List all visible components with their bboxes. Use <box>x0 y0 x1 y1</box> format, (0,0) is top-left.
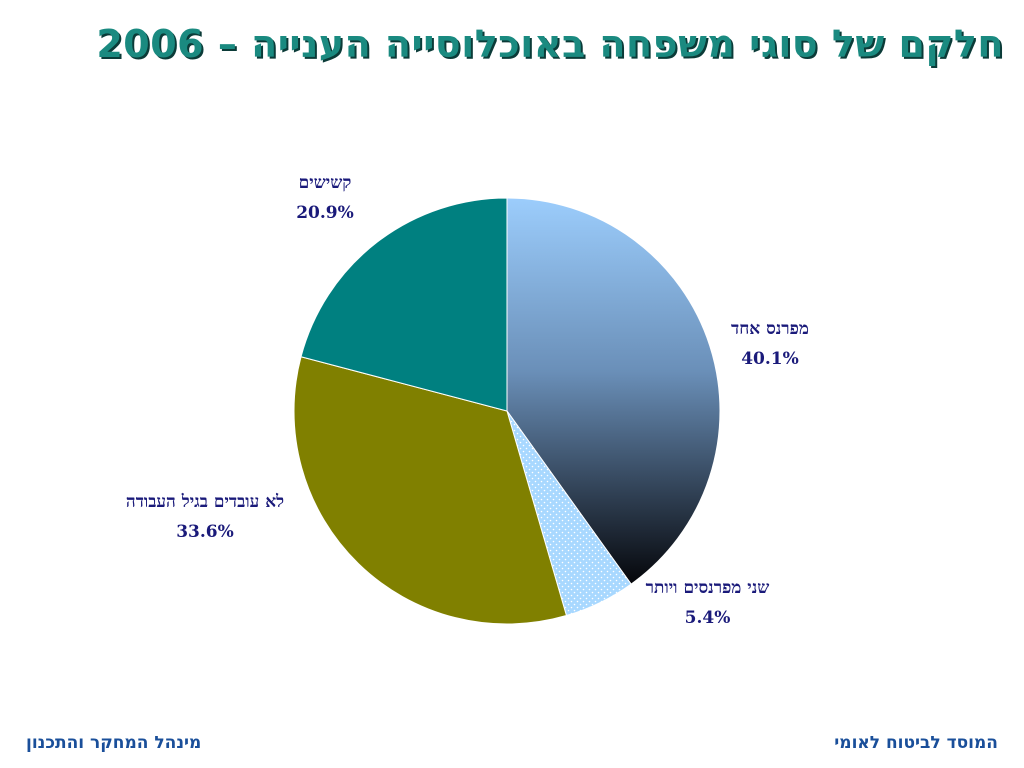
slice-label-not-working: לא עובדים בגיל העבודה 33.6% <box>120 489 290 545</box>
slice-label-two-earners: שני מפרנסים ויותר 5.4% <box>625 575 790 631</box>
slice-name: לא עובדים בגיל העבודה <box>125 492 285 512</box>
slice-name: מפרנס אחד <box>731 319 809 339</box>
footer-department: מינהל המחקר והתכנון <box>26 733 202 753</box>
slice-name: שני מפרנסים ויותר <box>645 578 770 598</box>
slice-label-single-earner: מפרנס אחד 40.1% <box>700 316 840 372</box>
pie-slice-not-working <box>293 356 568 625</box>
footer-institute: המוסד לביטוח לאומי <box>834 733 998 753</box>
slice-name: קשישים <box>298 173 352 193</box>
slice-percent: 40.1% <box>741 349 799 369</box>
pie-slice-single-earner <box>506 197 721 585</box>
page-title: חלקם של סוגי משפחה באוכלוסייה הענייה – 2… <box>96 22 1004 66</box>
slice-percent: 20.9% <box>296 203 354 223</box>
slice-percent: 5.4% <box>684 608 731 628</box>
slice-percent: 33.6% <box>176 522 234 542</box>
pie-slice-elderly <box>300 197 508 412</box>
slice-label-elderly: קשישים 20.9% <box>255 170 395 226</box>
